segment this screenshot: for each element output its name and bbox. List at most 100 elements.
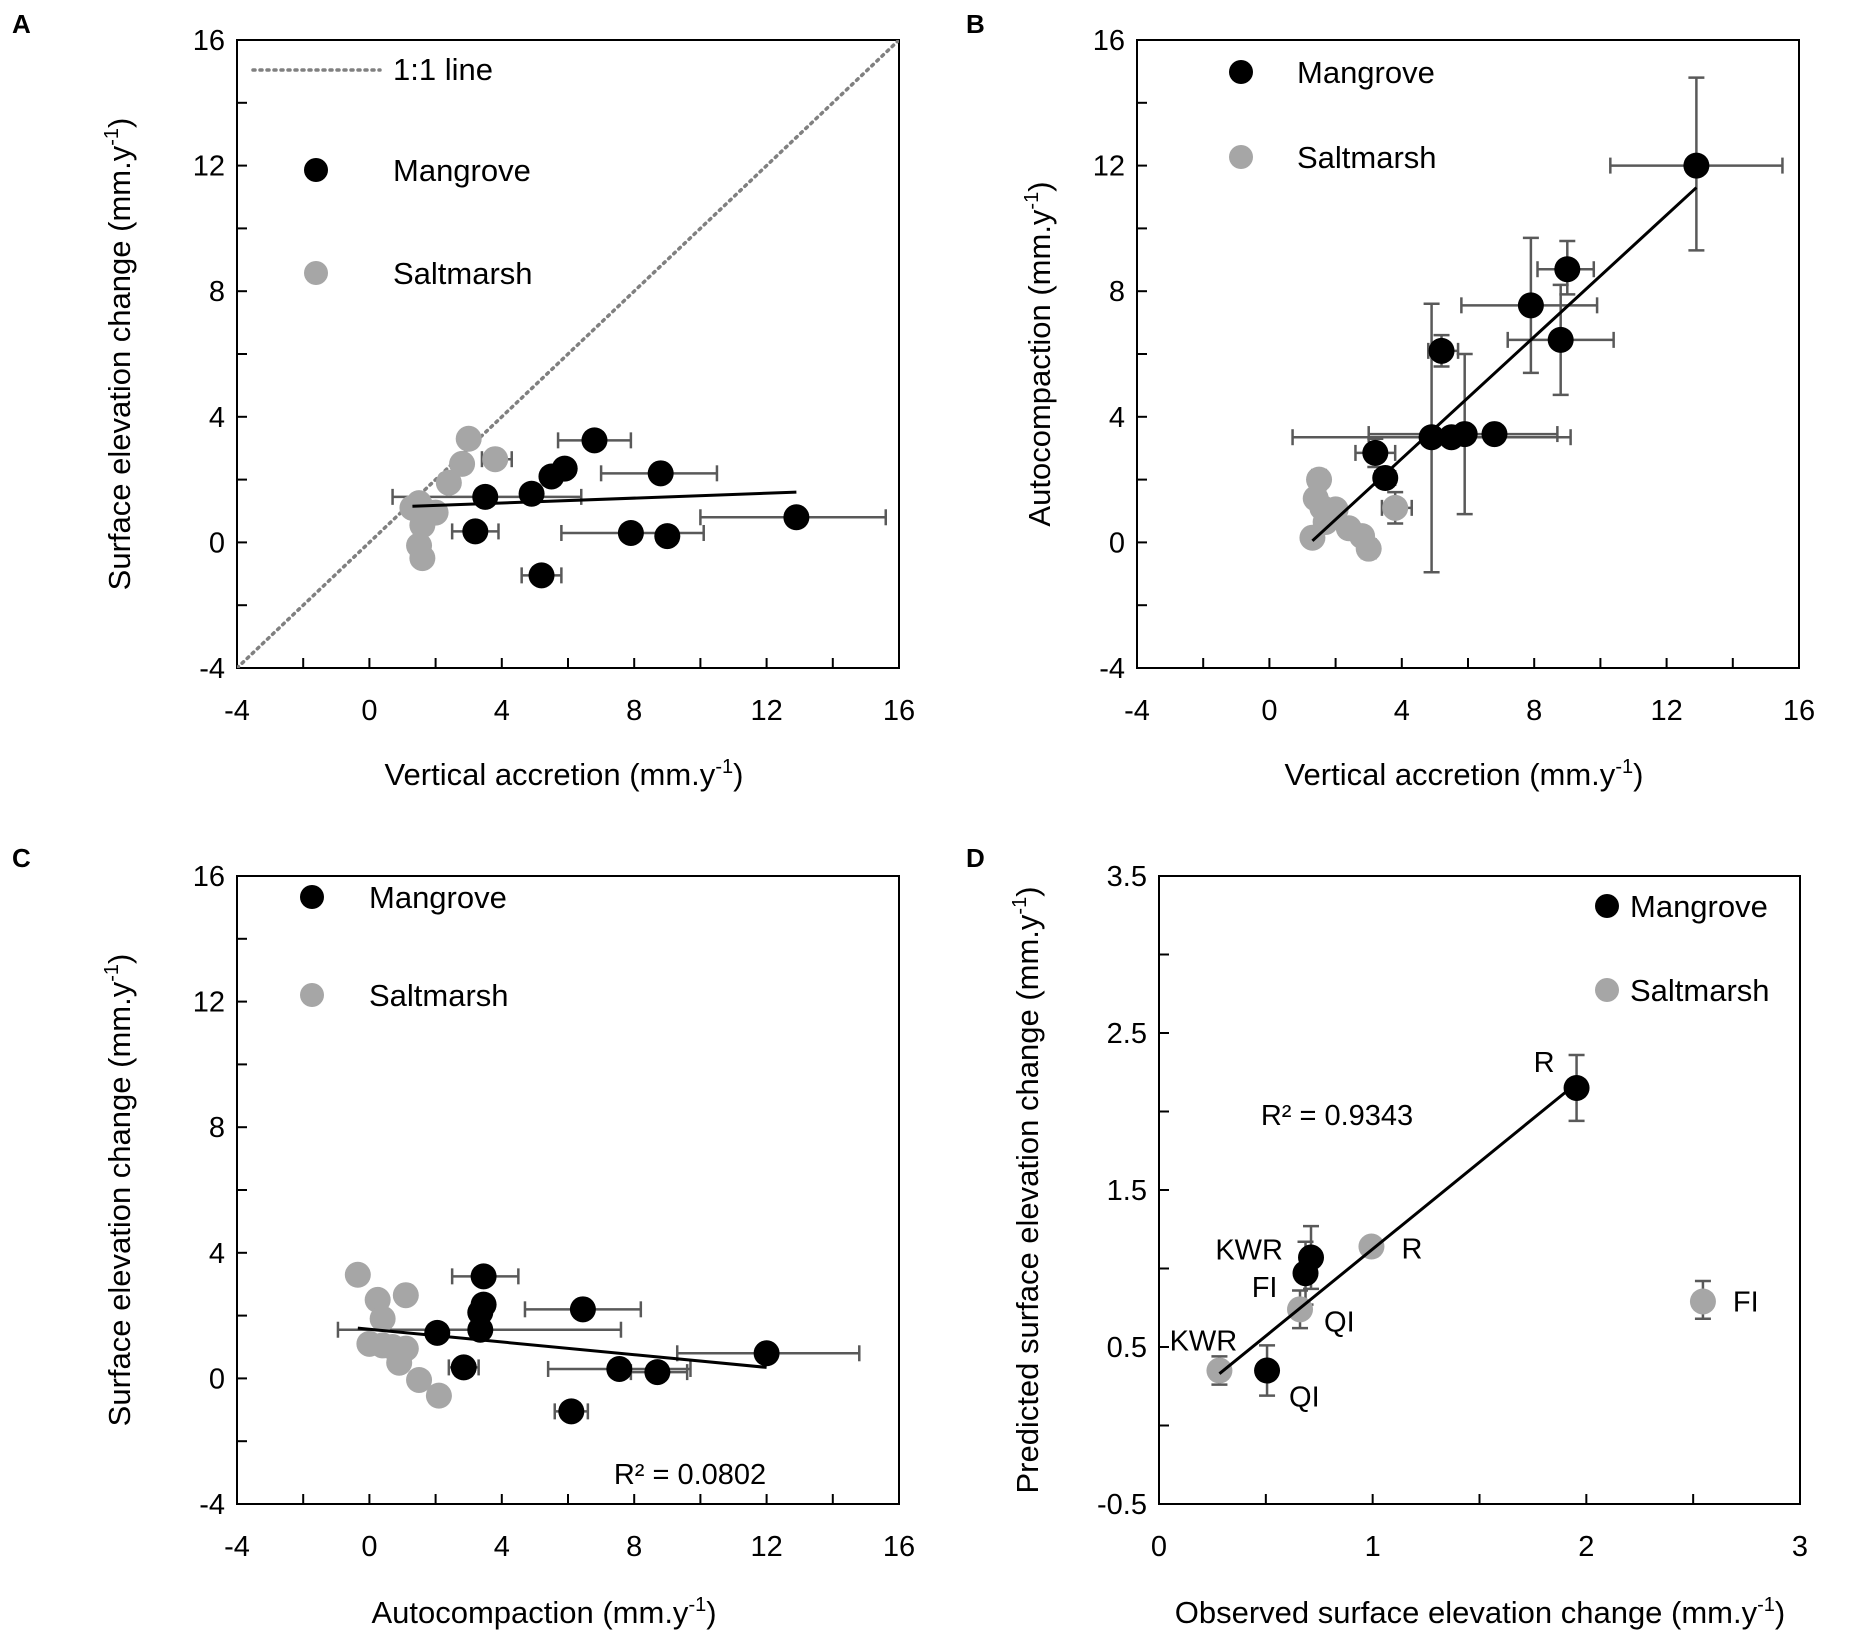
trend-line <box>1218 1082 1578 1375</box>
point-label: QI <box>1289 1382 1320 1414</box>
point-label: FI <box>1733 1286 1759 1318</box>
saltmarsh-point <box>1358 1233 1385 1260</box>
plot-area <box>336 1261 861 1425</box>
mangrove-point <box>1451 421 1478 448</box>
saltmarsh-point <box>1382 494 1409 521</box>
saltmarsh-point <box>409 545 436 572</box>
y-tick-label: -0.5 <box>1097 1489 1147 1521</box>
y-tick-label: 12 <box>1093 151 1125 183</box>
saltmarsh-point <box>1689 1288 1716 1315</box>
saltmarsh-point <box>369 1305 396 1332</box>
x-tick-label: 16 <box>883 1531 915 1563</box>
y-tick-label: 12 <box>193 151 225 183</box>
saltmarsh-point <box>425 1382 452 1409</box>
panel-letter: D <box>966 843 985 873</box>
mangrove-point <box>647 460 674 487</box>
saltmarsh-point <box>482 446 509 473</box>
panel-a: A -4 0 4 8 12 16 -4 0 4 8 12 16 Vertical accretion (m… <box>12 9 915 792</box>
y-tick-label: 12 <box>193 987 225 1019</box>
saltmarsh-point <box>455 425 482 452</box>
mangrove-point <box>1554 256 1581 283</box>
plot-area <box>237 40 899 668</box>
x-tick-label: -4 <box>224 695 250 727</box>
y-tick-label: 4 <box>1109 402 1125 434</box>
saltmarsh-point <box>409 512 436 539</box>
x-tick-label: 1 <box>1365 1531 1381 1563</box>
mangrove-point <box>569 1296 596 1323</box>
x-axis-label: Autocompaction (mm.y-1) <box>371 1594 716 1630</box>
x-tick-label: 0 <box>361 695 377 727</box>
mangrove-point <box>1481 421 1508 448</box>
x-tick-label: 8 <box>1526 695 1542 727</box>
x-tick-label: 4 <box>494 695 510 727</box>
panel-b: B -4 0 4 8 12 16 -4 0 4 8 12 16 Vertical accretion (m… <box>966 9 1815 792</box>
x-tick-label: 16 <box>1783 695 1815 727</box>
x-tick-label: 12 <box>1650 695 1682 727</box>
saltmarsh-point <box>406 1366 433 1393</box>
legend-saltmarsh-label: Saltmarsh <box>1297 140 1437 175</box>
y-axis-label: Surface elevation change (mm.y-1) <box>101 954 137 1427</box>
panel-c: C -4 0 4 8 12 16 -4 0 4 8 12 16 Autocompaction (mm.y-… <box>12 843 915 1630</box>
y-tick-label: -4 <box>199 1489 225 1521</box>
saltmarsh-point <box>1355 535 1382 562</box>
point-label: KWR <box>1215 1235 1283 1267</box>
mangrove-point <box>1683 152 1710 179</box>
saltmarsh-point <box>435 469 462 496</box>
x-tick-label: 12 <box>750 1531 782 1563</box>
mangrove-point <box>1372 465 1399 492</box>
mangrove-point <box>472 483 499 510</box>
mangrove-point <box>1547 326 1574 353</box>
mangrove-point <box>783 504 810 531</box>
point-label: QI <box>1324 1306 1355 1338</box>
saltmarsh-point <box>1299 524 1326 551</box>
trend-line <box>412 490 797 508</box>
mangrove-point <box>558 1398 585 1425</box>
panel-letter: C <box>12 843 31 873</box>
mangrove-point <box>1418 424 1445 451</box>
legend-mangrove-label: Mangrove <box>393 153 531 188</box>
y-tick-label: -4 <box>199 653 225 685</box>
x-tick-label: 2 <box>1578 1531 1594 1563</box>
legend-mangrove-marker <box>300 885 324 909</box>
y-tick-label: 8 <box>1109 276 1125 308</box>
y-tick-label: 16 <box>193 861 225 893</box>
x-axis-label: Observed surface elevation change (mm.y-… <box>1175 1594 1786 1630</box>
plot-area <box>1206 1053 1716 1397</box>
x-tick-label: 0 <box>1151 1531 1167 1563</box>
x-tick-label: 16 <box>883 695 915 727</box>
mangrove-point <box>1517 292 1544 319</box>
y-tick-label: 8 <box>209 276 225 308</box>
legend-mangrove-marker <box>1229 60 1253 84</box>
mangrove-point <box>1362 439 1389 466</box>
legend-saltmarsh-marker <box>1595 978 1619 1002</box>
point-label: KWR <box>1170 1326 1238 1358</box>
mangrove-point <box>528 562 555 589</box>
x-axis-label: Vertical accretion (mm.y-1) <box>385 756 744 792</box>
x-axis-label: Vertical accretion (mm.y-1) <box>1285 756 1644 792</box>
y-axis-label: Predicted surface elevation change (mm.y… <box>1009 886 1045 1493</box>
panel-d: D 0 1 2 3 -0.5 0.5 1.5 2.5 3.5 Observed surface el… <box>966 843 1808 1630</box>
panel-letter: B <box>966 9 985 39</box>
y-tick-label: 1.5 <box>1107 1175 1147 1207</box>
r-squared-label: R² = 0.0802 <box>614 1459 766 1491</box>
mangrove-point <box>1428 337 1455 364</box>
legend-mangrove-label: Mangrove <box>369 880 507 915</box>
legend-mangrove-label: Mangrove <box>1630 889 1768 924</box>
one-to-one-line <box>237 40 899 668</box>
y-tick-label: 0 <box>209 1363 225 1395</box>
point-label: FI <box>1252 1272 1278 1304</box>
y-tick-label: 2.5 <box>1107 1018 1147 1050</box>
mangrove-point <box>1563 1074 1590 1101</box>
trend-line <box>1311 186 1698 542</box>
x-tick-label: -4 <box>1124 695 1150 727</box>
trend-line <box>357 1326 767 1369</box>
legend-saltmarsh-marker <box>1229 145 1253 169</box>
legend-mangrove-marker <box>1595 894 1619 918</box>
mangrove-point <box>1254 1357 1281 1384</box>
legend-one-to-one-label: 1:1 line <box>393 52 493 87</box>
saltmarsh-point <box>344 1261 371 1288</box>
mangrove-point <box>1292 1260 1319 1287</box>
x-tick-label: -4 <box>224 1531 250 1563</box>
legend-saltmarsh-marker <box>300 983 324 1007</box>
